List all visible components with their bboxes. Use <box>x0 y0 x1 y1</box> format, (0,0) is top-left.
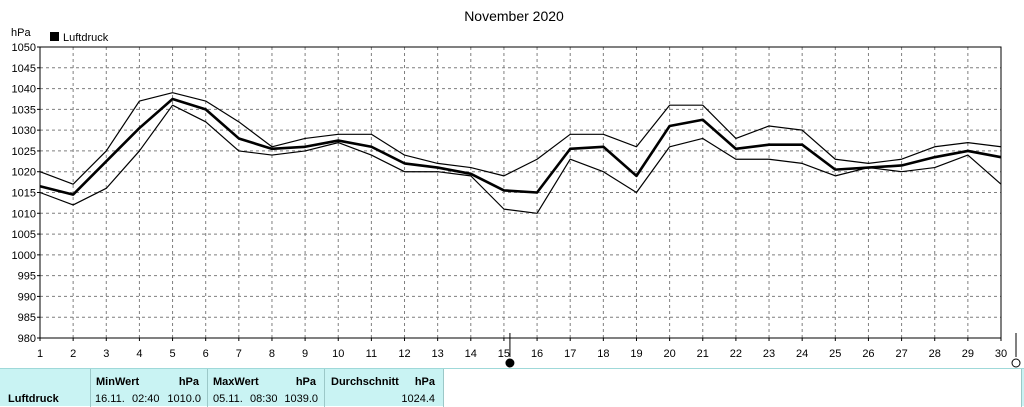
x-tick-label: 28 <box>929 348 941 360</box>
x-tick-label: 16 <box>531 348 543 360</box>
y-tick-label: 1020 <box>12 167 36 179</box>
pressure-chart: November 2020 hPa Luftdruck 980985990995… <box>11 8 1021 368</box>
x-tick-label: 19 <box>630 348 642 360</box>
y-tick-label: 1030 <box>12 125 36 137</box>
max-value: 1039.0 <box>284 393 318 405</box>
summary-row-label: Luftdruck <box>8 393 59 405</box>
avg-value: 1024.4 <box>401 393 435 405</box>
x-tick-label: 12 <box>398 348 410 360</box>
min-unit: hPa <box>178 376 199 388</box>
max-header: MaxWert <box>213 376 259 388</box>
x-tick-label: 23 <box>763 348 775 360</box>
x-tick-label: 6 <box>203 348 209 360</box>
y-tick-label: 1005 <box>12 229 36 241</box>
summary-empty-area <box>443 369 1022 407</box>
avg-unit: hPa <box>414 376 435 388</box>
min-time: 02:40 <box>132 393 160 405</box>
x-tick-label: 9 <box>302 348 308 360</box>
moon-markers <box>505 333 1021 368</box>
max-date: 05.11. <box>213 393 243 405</box>
series-line-max <box>39 92 1002 185</box>
chart-title: November 2020 <box>464 8 564 24</box>
min-cell: MinWert hPa 16.11. 02:40 1010.0 <box>90 369 207 407</box>
x-tick-label: 24 <box>796 348 808 360</box>
x-tick-label: 8 <box>269 348 275 360</box>
series-line-avg <box>39 97 1002 196</box>
y-axis-unit: hPa <box>11 27 31 39</box>
x-tick-label: 11 <box>366 348 377 360</box>
y-tick-label: 1035 <box>12 104 36 116</box>
x-tick-label: 10 <box>332 348 344 360</box>
x-tick-label: 26 <box>862 348 874 360</box>
legend-swatch <box>50 32 59 41</box>
x-tick-label: 7 <box>236 348 242 360</box>
series-line-min <box>39 104 1002 214</box>
max-time: 08:30 <box>250 393 278 405</box>
x-tick-label: 30 <box>995 348 1007 360</box>
min-header: MinWert <box>96 376 140 388</box>
y-tick-label: 980 <box>18 333 36 345</box>
min-value: 1010.0 <box>167 393 201 405</box>
full-moon-icon <box>505 358 515 368</box>
x-axis: 1 2 3 4 5 6 7 8 9 10 11 12 13 14 15 16 17 18 19 20 21 22 23 24 2… <box>37 338 1007 360</box>
legend-label: Luftdruck <box>63 32 109 44</box>
y-tick-label: 1050 <box>12 42 36 54</box>
x-tick-label: 27 <box>895 348 907 360</box>
x-tick-label: 1 <box>37 348 43 360</box>
x-tick-label: 5 <box>169 348 175 360</box>
series-lines <box>39 92 1002 214</box>
y-tick-label: 1015 <box>12 188 36 200</box>
x-tick-label: 14 <box>465 348 477 360</box>
min-date: 16.11. <box>95 393 125 405</box>
avg-header: Durchschnitt <box>331 376 399 388</box>
x-tick-label: 20 <box>663 348 675 360</box>
y-tick-label: 1045 <box>12 63 36 75</box>
y-axis: 980 985 990 995 1000 1005 1010 1015 1020 1025 1030… <box>12 42 40 345</box>
y-tick-label: 1040 <box>12 84 36 96</box>
summary-panel: Luftdruck MinWert hPa 16.11. 02:40 1010.… <box>0 368 1024 407</box>
x-tick-label: 4 <box>136 348 142 360</box>
x-tick-label: 2 <box>70 348 76 360</box>
x-tick-label: 25 <box>829 348 841 360</box>
new-moon-icon <box>1011 358 1021 368</box>
x-tick-label: 21 <box>697 348 709 360</box>
max-cell: MaxWert hPa 05.11. 08:30 1039.0 <box>207 369 324 407</box>
y-tick-label: 1010 <box>12 208 36 220</box>
y-tick-label: 995 <box>18 271 36 283</box>
x-tick-label: 17 <box>564 348 576 360</box>
x-tick-label: 18 <box>597 348 609 360</box>
grid <box>40 47 1001 338</box>
x-tick-label: 15 <box>498 348 510 360</box>
summary-row-label-cell: Luftdruck <box>0 369 90 407</box>
x-tick-label: 29 <box>962 348 974 360</box>
avg-cell: Durchschnitt hPa 1024.4 <box>324 369 443 407</box>
x-tick-label: 13 <box>432 348 444 360</box>
y-tick-label: 1000 <box>12 250 36 262</box>
y-tick-label: 1025 <box>12 146 36 158</box>
x-tick-label: 22 <box>730 348 742 360</box>
x-tick-label: 3 <box>103 348 109 360</box>
y-tick-label: 985 <box>18 312 36 324</box>
y-tick-label: 990 <box>18 291 36 303</box>
max-unit: hPa <box>295 376 316 388</box>
